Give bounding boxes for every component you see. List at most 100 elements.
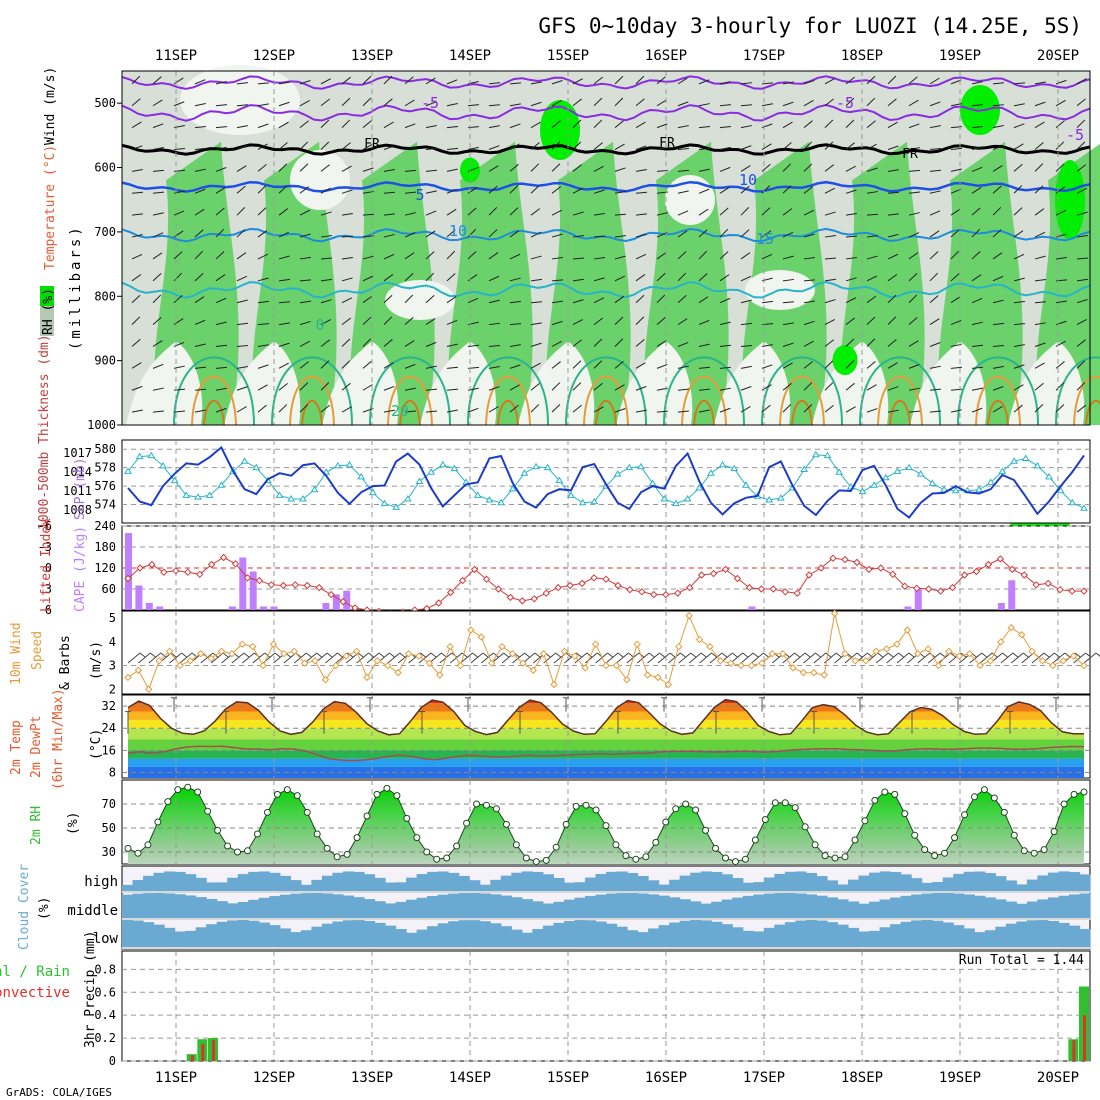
wind-barb xyxy=(971,297,983,304)
lifted-index-point xyxy=(434,599,443,607)
wind10m-barb xyxy=(304,652,317,664)
wind-barb xyxy=(362,360,372,369)
wind10m-barb xyxy=(1010,652,1024,664)
wind-grid xyxy=(122,611,1090,694)
wind10m-point xyxy=(997,638,1005,646)
cloud-block xyxy=(595,894,607,920)
cloud-block xyxy=(374,922,386,949)
wind10m-barb xyxy=(668,652,681,664)
thickness-point xyxy=(800,465,809,473)
cloud-block xyxy=(879,899,891,920)
rh2m-point xyxy=(542,856,550,864)
wind-barb xyxy=(131,253,143,260)
wind10m-point xyxy=(986,657,995,665)
wind-barb xyxy=(320,257,333,260)
wind-barb xyxy=(425,77,436,85)
wind-barb xyxy=(194,409,206,413)
wind-barb xyxy=(362,75,372,85)
wind-barb xyxy=(215,228,225,238)
wind10m-point xyxy=(643,671,652,679)
wind-barb xyxy=(278,208,289,216)
contour-plus20 xyxy=(1055,356,1100,426)
wind10m-barb-flag xyxy=(711,652,717,658)
wind-barb xyxy=(761,230,772,238)
wind-barb xyxy=(383,233,395,238)
thickness-point xyxy=(159,461,167,469)
wind-barb xyxy=(404,252,415,260)
wind-barb xyxy=(740,275,752,282)
thickness-point xyxy=(333,461,342,469)
wind-barb xyxy=(887,98,897,107)
wind-barb xyxy=(929,410,941,413)
cloud-block xyxy=(479,884,491,893)
wind-barb xyxy=(803,120,813,129)
wind-barb xyxy=(467,344,479,347)
wind10m-point xyxy=(539,649,548,658)
rh2m-point xyxy=(682,800,690,808)
wind-barb xyxy=(887,191,900,194)
date-label-top: 20SEP xyxy=(1037,48,1079,64)
date-axis-top: 11SEP 12SEP 13SEP 14SEP 15SEP 16SEP 17SEP 18SEP… xyxy=(155,48,1079,64)
rh2m-point xyxy=(692,806,700,814)
wind10m-point xyxy=(384,661,392,670)
precip-grid xyxy=(122,951,1090,1062)
cloud-separator xyxy=(122,947,1090,949)
wind-barb xyxy=(320,382,330,391)
lifted-index-point xyxy=(972,567,981,576)
wind10m-barb xyxy=(584,652,598,664)
wind-barb xyxy=(845,189,857,194)
rh2m-point xyxy=(1030,849,1038,857)
lifted-index-point xyxy=(721,565,730,574)
cloud-block xyxy=(490,879,502,893)
contour-plus30 xyxy=(987,400,1009,426)
wind-barb xyxy=(236,299,248,304)
cloud-block xyxy=(837,899,849,920)
cloud-block xyxy=(879,871,891,893)
wind-barb xyxy=(908,123,920,129)
wind-barb xyxy=(1055,382,1065,391)
wind10m-barb xyxy=(751,652,764,664)
cloud-block xyxy=(1068,872,1081,893)
wind-barb xyxy=(383,75,393,85)
wind-barb xyxy=(887,121,898,129)
wind-barb xyxy=(698,388,710,391)
wind-barb xyxy=(845,297,857,304)
wind10m-point xyxy=(1059,657,1067,665)
lifted-index-point xyxy=(877,564,885,572)
rh2m-point xyxy=(463,819,471,827)
wind-barb xyxy=(425,341,437,347)
boundary-layer-dry xyxy=(1008,341,1085,425)
rh2m-point xyxy=(283,786,291,794)
wind-barb xyxy=(950,366,962,369)
wind-barb xyxy=(236,366,248,369)
wind-barb xyxy=(530,255,542,260)
cloud-block xyxy=(584,920,597,949)
cloud-block xyxy=(290,893,302,920)
run-total: Run Total = 1.44 xyxy=(959,953,1084,968)
cloud-block xyxy=(1058,871,1070,893)
lifted-index-point xyxy=(889,570,897,579)
wind10m-barb-flag xyxy=(1054,652,1060,658)
wind10m-point xyxy=(269,640,278,648)
boundary-layer-dry xyxy=(812,341,889,425)
wind-barb xyxy=(1034,231,1046,238)
wind-label-3: & Barbs xyxy=(58,635,73,690)
wind10m-barb xyxy=(480,652,494,664)
wind-barb xyxy=(152,387,164,391)
cloud-block xyxy=(1047,872,1060,893)
rh2m-point xyxy=(662,818,670,826)
wind-barb xyxy=(278,342,290,347)
wind10m-barb xyxy=(543,652,556,664)
cloud-block xyxy=(332,921,344,949)
wind-barb xyxy=(803,300,815,304)
wind-barb xyxy=(383,362,394,369)
wind-barb xyxy=(215,251,225,260)
slp-tick-label: 1014 xyxy=(63,465,92,479)
temperature-band xyxy=(128,766,1084,778)
wind-barb xyxy=(677,341,689,347)
wind10m-barb xyxy=(387,652,401,664)
wind-barb xyxy=(257,103,269,107)
wind-barb xyxy=(635,191,648,194)
